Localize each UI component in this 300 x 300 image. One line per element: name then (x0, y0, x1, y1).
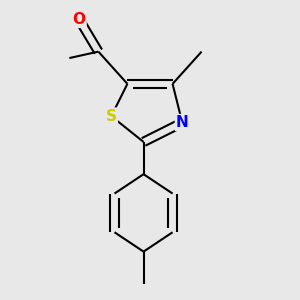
Text: O: O (73, 12, 85, 27)
Text: N: N (176, 115, 189, 130)
Text: S: S (106, 109, 117, 124)
